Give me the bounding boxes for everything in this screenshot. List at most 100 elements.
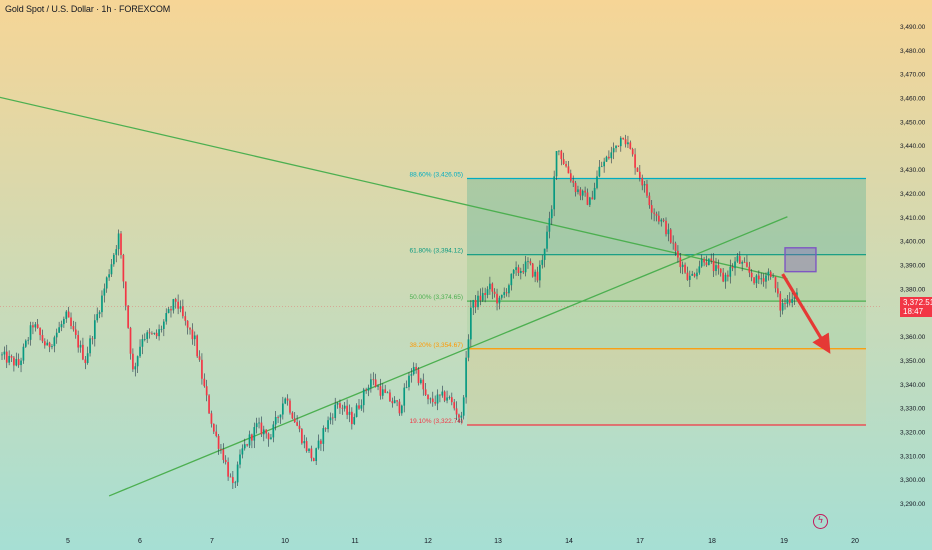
candle-body xyxy=(65,311,68,319)
candle-body xyxy=(10,356,13,358)
candle-body xyxy=(424,389,427,395)
candle-body xyxy=(381,389,384,396)
candle-body xyxy=(198,356,201,360)
candle-body xyxy=(358,405,360,409)
candle-body xyxy=(167,309,170,314)
candle-body xyxy=(560,150,563,160)
candle-body xyxy=(572,180,575,183)
candle-body xyxy=(753,277,755,284)
candle-body xyxy=(281,403,284,415)
candle-body xyxy=(484,293,486,295)
y-tick-label: 3,330.00 xyxy=(900,406,926,413)
candle-body xyxy=(179,306,182,309)
y-tick-label: 3,380.00 xyxy=(900,286,926,293)
candle-body xyxy=(324,428,327,430)
y-tick-label: 3,460.00 xyxy=(900,96,926,103)
candle-body xyxy=(631,149,634,155)
y-tick-label: 3,410.00 xyxy=(900,215,926,222)
candle-body xyxy=(389,392,391,402)
y-tick-label: 3,310.00 xyxy=(900,453,926,460)
candle-body xyxy=(334,404,337,419)
candle-body xyxy=(665,220,667,235)
y-tick-label: 3,340.00 xyxy=(900,382,926,389)
candle-body xyxy=(486,289,489,295)
candle-body xyxy=(103,288,106,296)
candle-body xyxy=(122,254,125,282)
candle-body xyxy=(496,293,498,304)
candle-body xyxy=(762,278,765,282)
candle-body xyxy=(677,250,679,258)
candle-body xyxy=(251,434,253,441)
candle-body xyxy=(39,327,41,336)
candle-body xyxy=(63,318,65,325)
candle-body xyxy=(500,294,503,298)
candle-body xyxy=(605,156,608,162)
candle-body xyxy=(629,142,632,150)
lightning-icon[interactable]: ϟ xyxy=(813,514,828,529)
candle-body xyxy=(591,197,594,200)
candle-body xyxy=(191,329,194,340)
candle-body xyxy=(777,288,779,294)
candle-body xyxy=(132,353,134,370)
candle-body xyxy=(172,299,175,311)
candle-body xyxy=(96,314,99,321)
candle-body xyxy=(139,346,141,357)
candle-body xyxy=(236,464,239,483)
candle-body xyxy=(608,156,610,159)
candle-body xyxy=(470,307,472,340)
trendline-ascending[interactable] xyxy=(108,216,788,497)
candle-body xyxy=(781,303,784,311)
candle-body xyxy=(615,145,617,149)
candle-body xyxy=(462,397,465,416)
fib-zone xyxy=(467,254,866,302)
candle-body xyxy=(567,166,570,174)
candle-body xyxy=(650,205,653,213)
candle-body xyxy=(412,366,415,375)
highlight-box[interactable] xyxy=(784,247,817,273)
candle-body xyxy=(170,309,172,311)
candle-body xyxy=(622,137,625,140)
candle-body xyxy=(370,379,372,388)
candle-body xyxy=(224,459,227,463)
candle-body xyxy=(227,462,229,477)
candle-body xyxy=(696,272,698,277)
candle-body xyxy=(420,379,422,384)
candle-body xyxy=(415,366,417,370)
candle-body xyxy=(481,293,484,301)
candle-body xyxy=(493,291,496,294)
candle-body xyxy=(565,163,567,167)
candle-body xyxy=(681,264,684,268)
candle-body xyxy=(391,401,394,404)
candle-body xyxy=(527,261,529,263)
candle-body xyxy=(396,400,398,402)
candle-body xyxy=(705,262,708,266)
candle-body xyxy=(638,171,641,178)
candle-body xyxy=(760,278,763,280)
candle-body xyxy=(217,435,220,449)
candle-body xyxy=(279,414,282,418)
projection-arrow[interactable] xyxy=(781,273,831,354)
candle-body xyxy=(212,423,215,432)
candle-body xyxy=(674,243,677,251)
candle-body xyxy=(246,444,248,446)
trendline-descending[interactable] xyxy=(0,88,788,280)
candle-body xyxy=(636,167,639,172)
candle-body xyxy=(603,161,605,167)
candle-body xyxy=(729,266,732,277)
candle-body xyxy=(393,400,396,404)
last-price-value: 3,372.51 xyxy=(903,298,932,308)
candle-body xyxy=(58,327,60,333)
x-tick-label: 10 xyxy=(281,538,289,545)
candle-body xyxy=(260,422,263,435)
candle-body xyxy=(658,215,660,222)
candle-body xyxy=(793,296,796,299)
candle-body xyxy=(79,344,82,348)
candle-body xyxy=(472,299,475,308)
candle-body xyxy=(155,332,158,337)
fib-zone xyxy=(467,348,866,425)
candle-body xyxy=(308,448,310,451)
candle-body xyxy=(505,292,508,294)
candle-body xyxy=(336,403,339,405)
candle-body xyxy=(512,269,515,274)
